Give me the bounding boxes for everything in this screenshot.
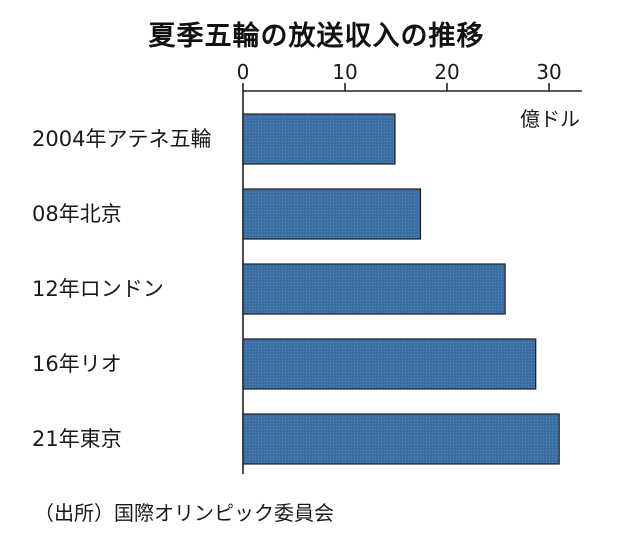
category-label: 16年リオ xyxy=(32,352,122,376)
category-label: 21年東京 xyxy=(32,427,122,451)
category-labels: 2004年アテネ五輪 08年北京 12年ロンドン 16年リオ 21年東京 xyxy=(32,127,211,451)
source-note: （出所）国際オリンピック委員会 xyxy=(34,501,334,525)
chart-title: 夏季五輪の放送収入の推移 xyxy=(148,21,485,52)
bars xyxy=(242,113,560,465)
bar xyxy=(242,413,560,465)
bar xyxy=(242,113,396,165)
bar xyxy=(242,188,422,240)
x-tick-label: 0 xyxy=(237,60,250,84)
x-tick-label: 30 xyxy=(536,60,561,84)
bar xyxy=(242,338,537,390)
bar xyxy=(242,263,506,315)
unit-label: 億ドル xyxy=(520,107,580,131)
x-tick-label: 20 xyxy=(434,60,459,84)
category-label: 2004年アテネ五輪 xyxy=(32,127,211,151)
x-tick-label: 10 xyxy=(332,60,357,84)
category-label: 08年北京 xyxy=(32,202,122,226)
category-label: 12年ロンドン xyxy=(32,277,164,301)
